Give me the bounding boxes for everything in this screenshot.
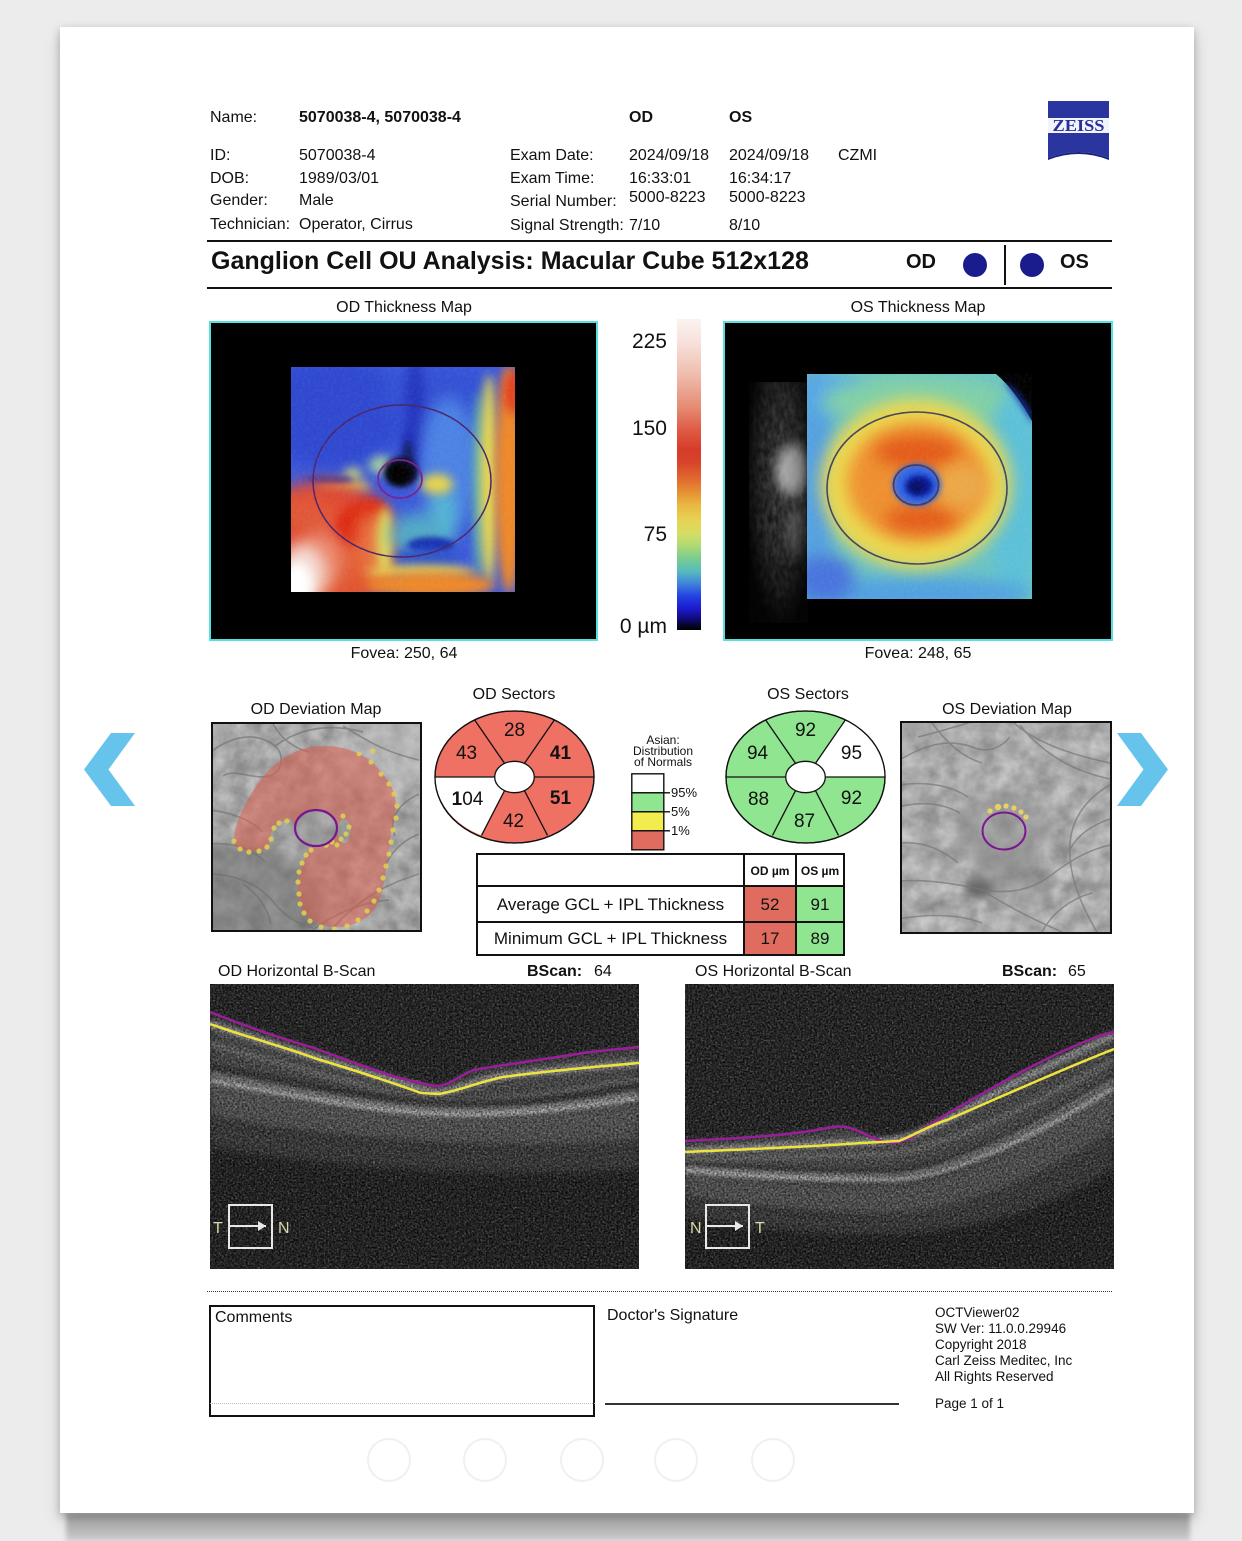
svg-text:92: 92	[795, 720, 816, 741]
svg-text:43: 43	[456, 743, 477, 764]
svg-text:92: 92	[841, 788, 862, 809]
svg-text:42: 42	[503, 811, 524, 832]
svg-text:T: T	[755, 1220, 765, 1237]
svg-text:94: 94	[747, 743, 769, 764]
svg-text:51: 51	[550, 788, 572, 809]
svg-text:N: N	[278, 1220, 290, 1237]
svg-text:ZEISS: ZEISS	[1053, 116, 1105, 135]
svg-text:95: 95	[841, 743, 862, 764]
svg-text:28: 28	[504, 720, 525, 741]
svg-text:88: 88	[748, 789, 769, 810]
svg-text:87: 87	[794, 811, 815, 832]
svg-text:T: T	[213, 1220, 223, 1237]
svg-text:104: 104	[452, 789, 484, 810]
svg-text:41: 41	[550, 743, 572, 764]
svg-text:N: N	[690, 1220, 702, 1237]
